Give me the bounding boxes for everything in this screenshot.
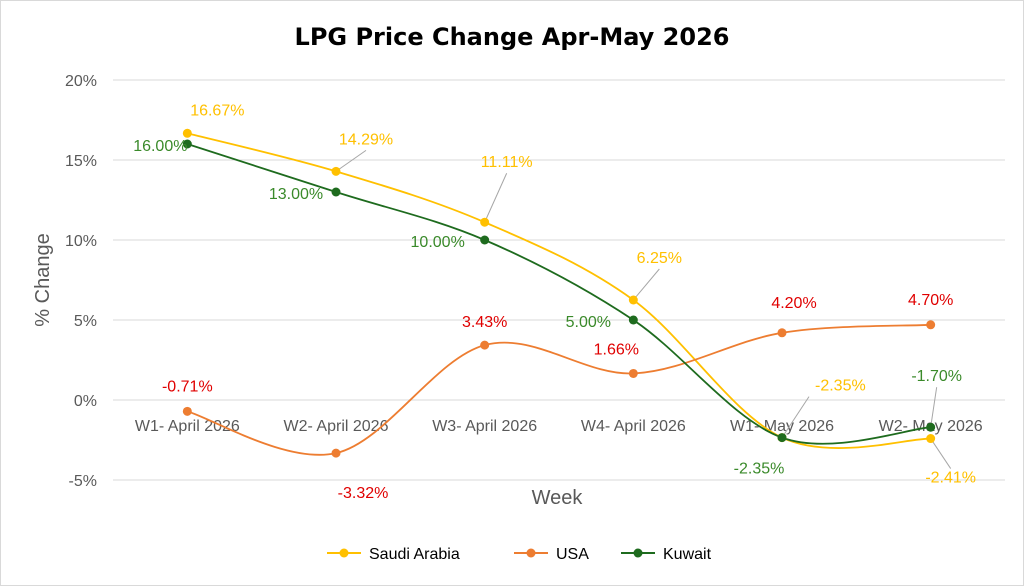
y-axis-ticks: -5% 0% 5% 10% 15% 20% — [65, 73, 97, 490]
data-label: -2.41% — [925, 470, 976, 487]
chart-title: LPG Price Change Apr-May 2026 — [295, 23, 730, 51]
y-tick-label: 10% — [65, 233, 97, 250]
data-label: 16.67% — [190, 102, 244, 119]
data-point — [926, 434, 936, 444]
data-point — [926, 320, 936, 330]
data-label: -2.35% — [734, 461, 785, 478]
x-category-label: W2- April 2026 — [284, 418, 389, 435]
leader-line — [335, 149, 367, 172]
data-label: 4.70% — [908, 292, 953, 309]
series-lines — [187, 132, 931, 456]
data-point — [182, 128, 192, 138]
legend-label: Kuwait — [663, 546, 712, 563]
data-label: 4.20% — [771, 295, 816, 312]
data-point — [331, 166, 341, 176]
data-point — [480, 235, 490, 245]
y-tick-label: 0% — [74, 393, 97, 410]
x-category-label: W4- April 2026 — [581, 418, 686, 435]
y-tick-label: 5% — [74, 313, 97, 330]
data-label: 5.00% — [566, 314, 611, 331]
data-label: 10.00% — [411, 234, 465, 251]
data-label: 11.11% — [481, 154, 533, 171]
data-label: 14.29% — [339, 131, 393, 148]
data-label: 1.66% — [594, 341, 639, 358]
data-label: -0.71% — [162, 378, 213, 395]
x-axis-title: Week — [532, 487, 584, 509]
data-point — [926, 422, 936, 432]
data-label: -2.35% — [815, 378, 866, 395]
legend-marker — [339, 548, 349, 558]
data-point — [331, 448, 341, 458]
leader-line — [930, 387, 938, 428]
data-label: -3.32% — [338, 485, 389, 502]
data-label: 16.00% — [133, 138, 187, 155]
y-tick-label: 20% — [65, 73, 97, 90]
y-tick-label: -5% — [69, 473, 97, 490]
data-label: 3.43% — [462, 314, 507, 331]
data-label: -1.70% — [911, 368, 962, 385]
data-point — [480, 340, 490, 350]
legend-marker — [526, 548, 536, 558]
y-axis-title: % Change — [32, 233, 54, 326]
leader-line — [781, 396, 810, 438]
leader-line — [484, 173, 508, 223]
data-point — [331, 187, 341, 197]
data-label: 6.25% — [637, 250, 682, 267]
data-label: 13.00% — [269, 186, 323, 203]
data-point — [777, 328, 787, 338]
data-point — [628, 295, 638, 305]
data-point — [182, 139, 192, 149]
x-axis-categories: W1- April 2026 W2- April 2026 W3- April 20… — [135, 418, 983, 435]
y-tick-label: 15% — [65, 153, 97, 170]
legend: Saudi Arabia USA Kuwait — [327, 546, 712, 563]
series-line-saudi-arabia — [187, 132, 931, 449]
leader-line — [930, 438, 952, 469]
data-point — [628, 315, 638, 325]
x-category-label: W3- April 2026 — [432, 418, 537, 435]
legend-label: USA — [556, 546, 589, 563]
data-point — [777, 433, 787, 443]
series-line-usa — [187, 323, 931, 456]
label-leader-lines — [335, 149, 952, 469]
data-point — [480, 217, 490, 227]
series-points — [182, 128, 936, 458]
data-point — [628, 368, 638, 378]
data-point — [182, 406, 192, 416]
gridlines — [113, 79, 1005, 481]
data-labels: 16.67% 14.29% 11.11% 6.25% -2.35% -2.41% -0.71… — [133, 102, 976, 502]
leader-line — [632, 268, 660, 301]
legend-label: Saudi Arabia — [369, 546, 460, 563]
legend-marker — [633, 548, 643, 558]
series-line-kuwait — [187, 143, 931, 445]
x-category-label: W1- May 2026 — [730, 418, 834, 435]
